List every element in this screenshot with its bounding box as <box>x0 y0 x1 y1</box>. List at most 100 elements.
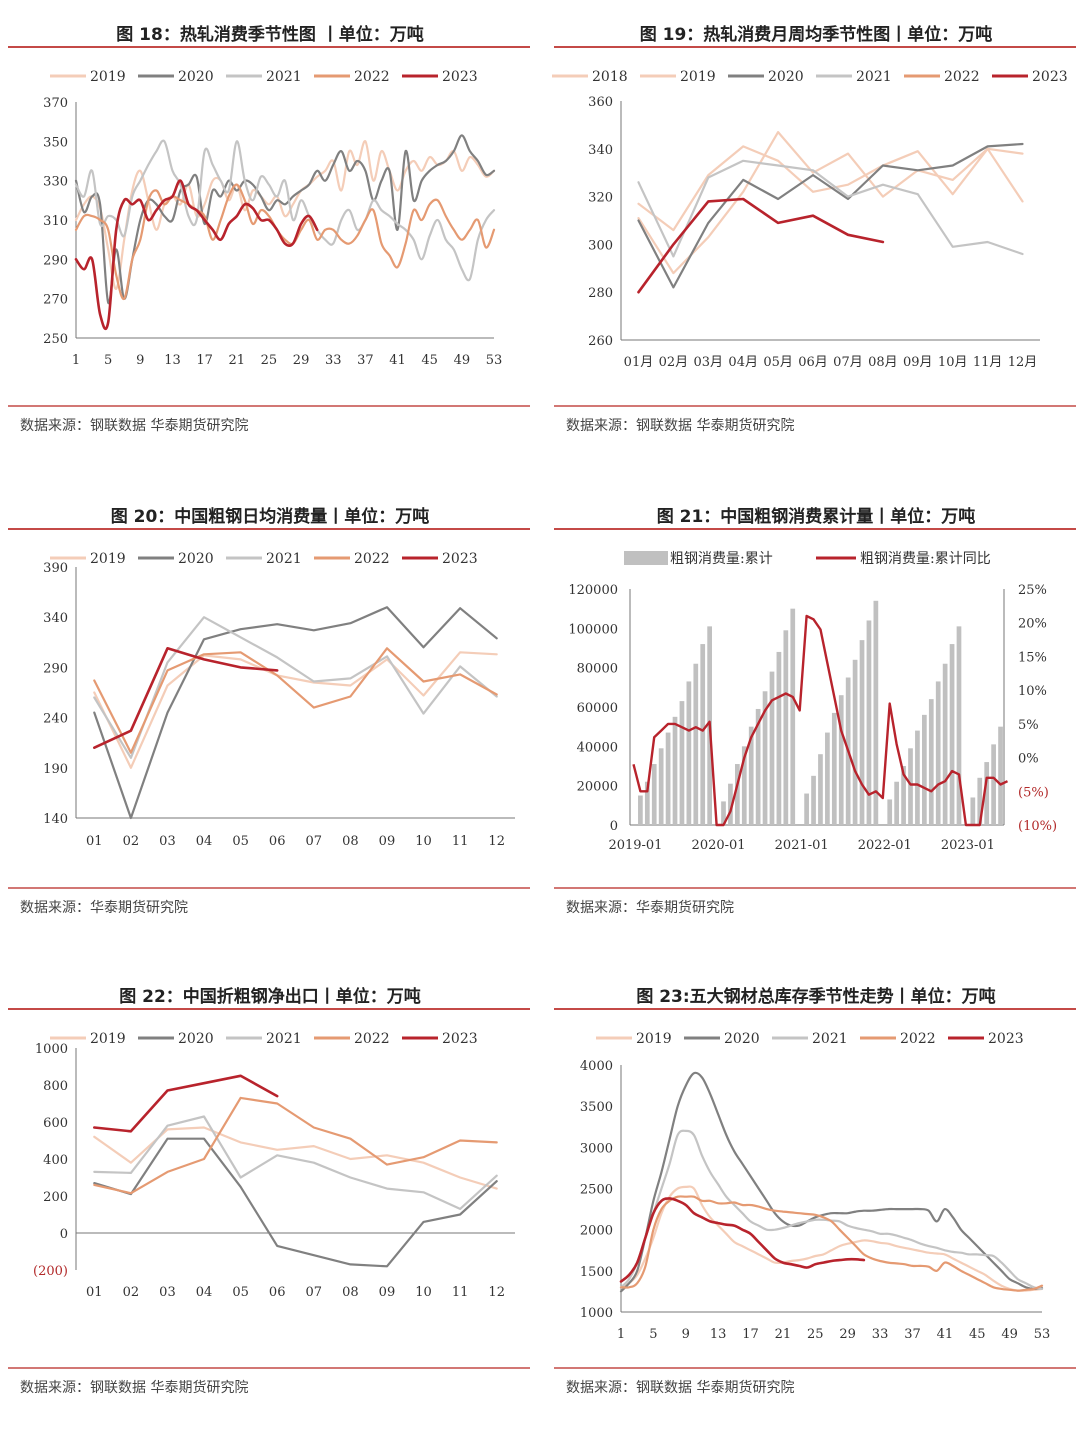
chart-title: 图 23:五大钢材总库存季节性走势丨单位：万吨 <box>636 986 995 1007</box>
y-tick-label: (200) <box>33 1264 68 1279</box>
x-tick-label: 53 <box>486 353 503 368</box>
legend-label: 2020 <box>768 69 804 85</box>
y-tick-label: 800 <box>43 1079 68 1094</box>
y2-tick-label: 0% <box>1018 752 1039 767</box>
chart-panel-fig22: 图 22：中国折粗钢净出口丨单位：万吨 数据来源：钢联数据 华泰期货研究院 2019… <box>0 962 540 1432</box>
y-tick-label: 310 <box>43 214 68 229</box>
x-tick-label: 04 <box>196 1285 213 1300</box>
y2-tick-label: (5%) <box>1018 785 1049 800</box>
x-tick-label: 2019-01 <box>608 838 662 853</box>
chart-title: 图 21：中国粗钢消费累计量丨单位：万吨 <box>657 506 976 527</box>
y-tick-label: 190 <box>43 762 68 777</box>
y-tick-label: 1500 <box>580 1265 613 1280</box>
x-tick-label: 09月 <box>903 355 933 370</box>
y-tick-label: 400 <box>43 1153 68 1168</box>
series-line-2021 <box>93 616 498 759</box>
y-tick-label: 2000 <box>580 1224 613 1239</box>
chart-title: 图 18：热轧消费季节性图 丨单位：万吨 <box>116 24 424 45</box>
x-tick-label: 06月 <box>798 355 828 370</box>
y-tick-label: 270 <box>43 293 68 308</box>
legend-item: 2021 <box>226 69 302 85</box>
bar <box>928 699 934 825</box>
legend-label: 2021 <box>856 69 892 85</box>
chart-panel-fig20: 图 20：中国粗钢日均消费量丨单位：万吨 数据来源：华泰期货研究院 2019 2020… <box>0 482 540 952</box>
y-tick-label: 80000 <box>577 662 618 677</box>
bar <box>908 748 913 825</box>
bar <box>665 732 671 825</box>
x-tick-label: 17 <box>742 1327 759 1342</box>
legend-item: 2018 <box>552 69 628 85</box>
legend-item: 粗钢消费量:累计 <box>624 551 773 567</box>
series-line-2018 <box>637 131 1024 275</box>
x-tick-label: 05 <box>232 1285 249 1300</box>
x-tick-label: 33 <box>325 353 342 368</box>
y-tick-label: 290 <box>43 253 68 268</box>
x-tick-label: 2021-01 <box>775 838 829 853</box>
y-tick-label: 120000 <box>568 583 618 598</box>
x-tick-label: 02 <box>123 1285 140 1300</box>
bar <box>825 732 830 825</box>
y-tick-label: 240 <box>43 712 68 727</box>
chart-title: 图 20：中国粗钢日均消费量丨单位：万吨 <box>111 506 430 527</box>
y-tick-label: 20000 <box>577 780 618 795</box>
x-tick-label: 09 <box>379 1285 396 1300</box>
y2-tick-label: 10% <box>1018 684 1047 699</box>
x-tick-label: 9 <box>136 353 144 368</box>
x-tick-label: 25 <box>807 1327 824 1342</box>
y-tick-label: 140 <box>43 812 68 827</box>
legend-item: 2020 <box>138 551 214 567</box>
bar <box>658 748 664 825</box>
bar <box>831 712 837 825</box>
x-tick-label: 07 <box>306 1285 323 1300</box>
bar <box>984 762 990 825</box>
y-tick-label: 250 <box>43 332 68 347</box>
x-tick-label: 12月 <box>1008 355 1038 370</box>
series-line-2019 <box>74 140 496 290</box>
y-tick-label: 100000 <box>568 622 618 637</box>
x-tick-label: 03 <box>159 1285 176 1300</box>
x-tick-label: 53 <box>1034 1327 1051 1342</box>
legend-label: 2021 <box>266 551 302 567</box>
x-tick-label: 04月 <box>728 355 758 370</box>
x-tick-label: 12 <box>488 1285 505 1300</box>
y-tick-label: 0 <box>610 819 618 834</box>
bar <box>998 726 1003 825</box>
x-tick-label: 03月 <box>694 355 724 370</box>
data-source: 数据来源：钢联数据 华泰期货研究院 <box>20 1379 248 1396</box>
x-tick-label: 10 <box>415 834 432 849</box>
legend-item: 2021 <box>226 551 302 567</box>
x-tick-label: 2020-01 <box>692 838 746 853</box>
x-tick-label: 05月 <box>763 355 793 370</box>
y-tick-label: 200 <box>43 1190 68 1205</box>
x-tick-label: 08 <box>342 834 359 849</box>
x-tick-label: 17 <box>196 353 213 368</box>
legend-label: 2021 <box>812 1031 848 1047</box>
y2-tick-label: 15% <box>1018 650 1047 665</box>
chart-panel-fig23: 图 23:五大钢材总库存季节性走势丨单位：万吨 数据来源：钢联数据 华泰期货研究院… <box>546 962 1080 1432</box>
data-source: 数据来源：华泰期货研究院 <box>20 899 188 916</box>
legend-item: 2022 <box>904 69 980 85</box>
y-tick-label: 1000 <box>580 1306 613 1321</box>
bar <box>852 659 858 825</box>
series-line-2022 <box>74 183 496 300</box>
bar <box>638 795 643 825</box>
x-tick-label: 21 <box>775 1327 792 1342</box>
bar <box>748 726 754 825</box>
y-tick-label: 60000 <box>577 701 618 716</box>
legend-item: 2020 <box>728 69 804 85</box>
series-line-2021 <box>93 1115 498 1210</box>
y-tick-label: 370 <box>43 96 68 111</box>
legend-label: 2022 <box>944 69 980 85</box>
data-source: 数据来源：钢联数据 华泰期货研究院 <box>566 417 794 434</box>
y-tick-label: 3500 <box>580 1100 613 1115</box>
bar <box>741 746 747 825</box>
legend-item: 2020 <box>684 1031 760 1047</box>
legend-item: 2023 <box>992 69 1068 85</box>
x-tick-label: 10 <box>415 1285 432 1300</box>
y-tick-label: 350 <box>43 135 68 150</box>
series-line-2021 <box>74 139 496 282</box>
bar <box>734 764 740 825</box>
x-tick-label: 37 <box>904 1327 921 1342</box>
bar <box>977 777 983 825</box>
